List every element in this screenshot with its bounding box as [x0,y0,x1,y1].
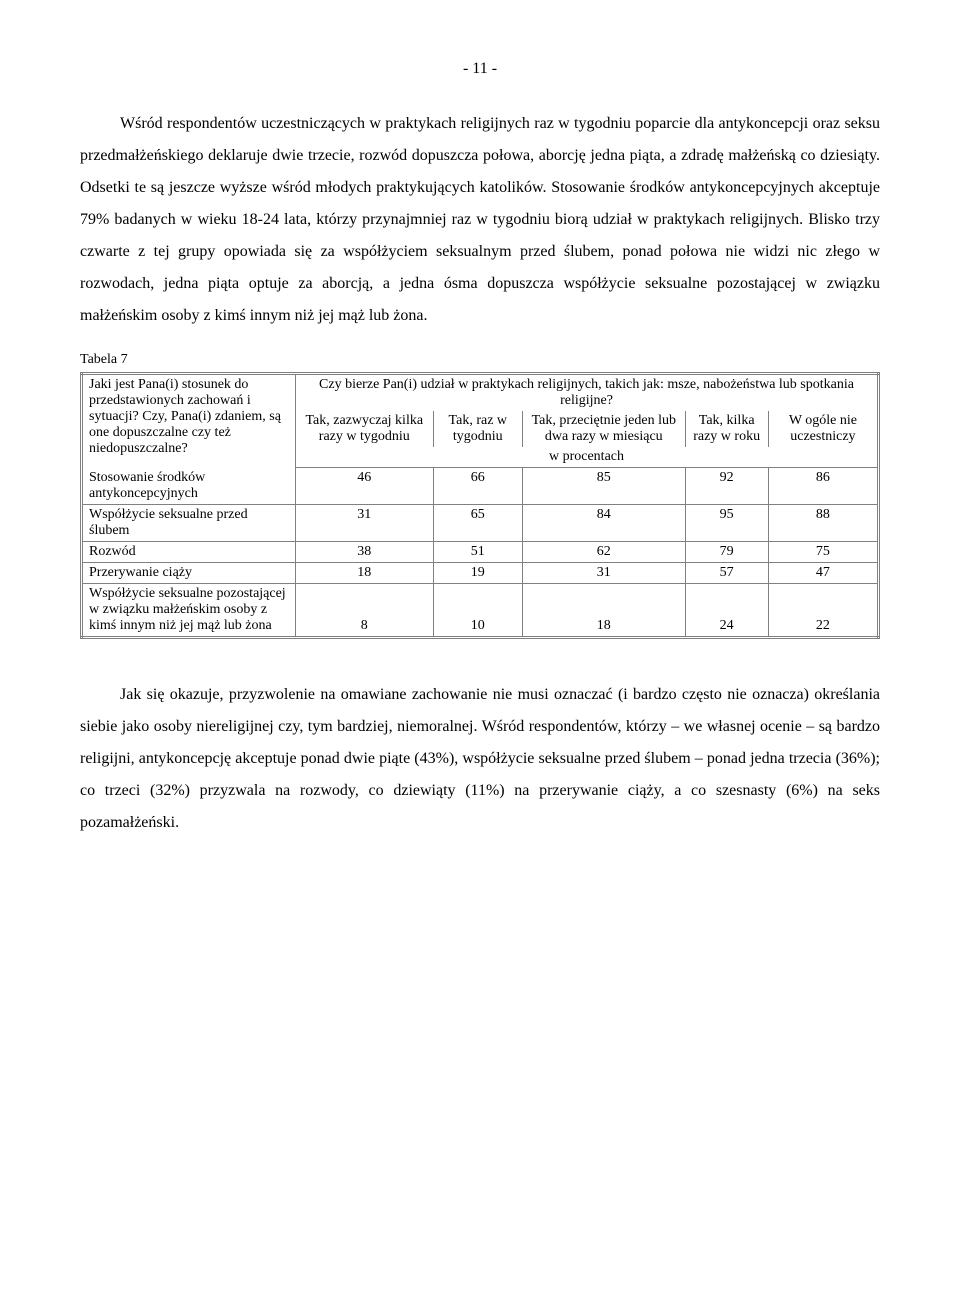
cell: 62 [523,541,685,562]
cell: 18 [296,562,434,583]
page-number: - 11 - [80,60,880,78]
table-row: Współżycie seksualne pozostającej w zwią… [82,583,879,637]
cell: 38 [296,541,434,562]
row-label: Przerywanie ciąży [82,562,296,583]
cell: 88 [768,504,878,541]
row-label: Stosowanie środków antykoncepcyjnych [82,468,296,505]
cell: 95 [685,504,768,541]
cell: 92 [685,468,768,505]
col-header: Tak, kilka razy w roku [685,411,768,447]
col-header: Tak, zazwyczaj kilka razy w tygodniu [296,411,434,447]
units-header: w procentach [296,447,879,468]
cell: 85 [523,468,685,505]
cell: 57 [685,562,768,583]
table-row: Rozwód 38 51 62 79 75 [82,541,879,562]
cell: 66 [433,468,523,505]
col-header: Tak, raz w tygodniu [433,411,523,447]
cell: 18 [523,583,685,637]
row-label: Rozwód [82,541,296,562]
row-label: Współżycie seksualne przed ślubem [82,504,296,541]
table-label: Tabela 7 [80,352,880,368]
cell: 19 [433,562,523,583]
cell: 75 [768,541,878,562]
cell: 47 [768,562,878,583]
paragraph-1: Wśród respondentów uczestniczących w pra… [80,108,880,332]
row-question-header: Jaki jest Pana(i) stosunek do przedstawi… [82,374,296,468]
table-row: Przerywanie ciąży 18 19 31 57 47 [82,562,879,583]
cell: 51 [433,541,523,562]
col-header: W ogóle nie uczestniczy [768,411,878,447]
cell: 84 [523,504,685,541]
row-label: Współżycie seksualne pozostającej w zwią… [82,583,296,637]
cell: 22 [768,583,878,637]
cell: 8 [296,583,434,637]
cell: 46 [296,468,434,505]
column-group-header: Czy bierze Pan(i) udział w praktykach re… [296,374,879,412]
table-row: Współżycie seksualne przed ślubem 31 65 … [82,504,879,541]
cell: 31 [523,562,685,583]
cell: 10 [433,583,523,637]
paragraph-2: Jak się okazuje, przyzwolenie na omawian… [80,679,880,839]
cell: 65 [433,504,523,541]
cell: 79 [685,541,768,562]
table-row: Stosowanie środków antykoncepcyjnych 46 … [82,468,879,505]
cell: 86 [768,468,878,505]
data-table: Jaki jest Pana(i) stosunek do przedstawi… [80,372,880,639]
col-header: Tak, przeciętnie jeden lub dwa razy w mi… [523,411,685,447]
cell: 31 [296,504,434,541]
cell: 24 [685,583,768,637]
